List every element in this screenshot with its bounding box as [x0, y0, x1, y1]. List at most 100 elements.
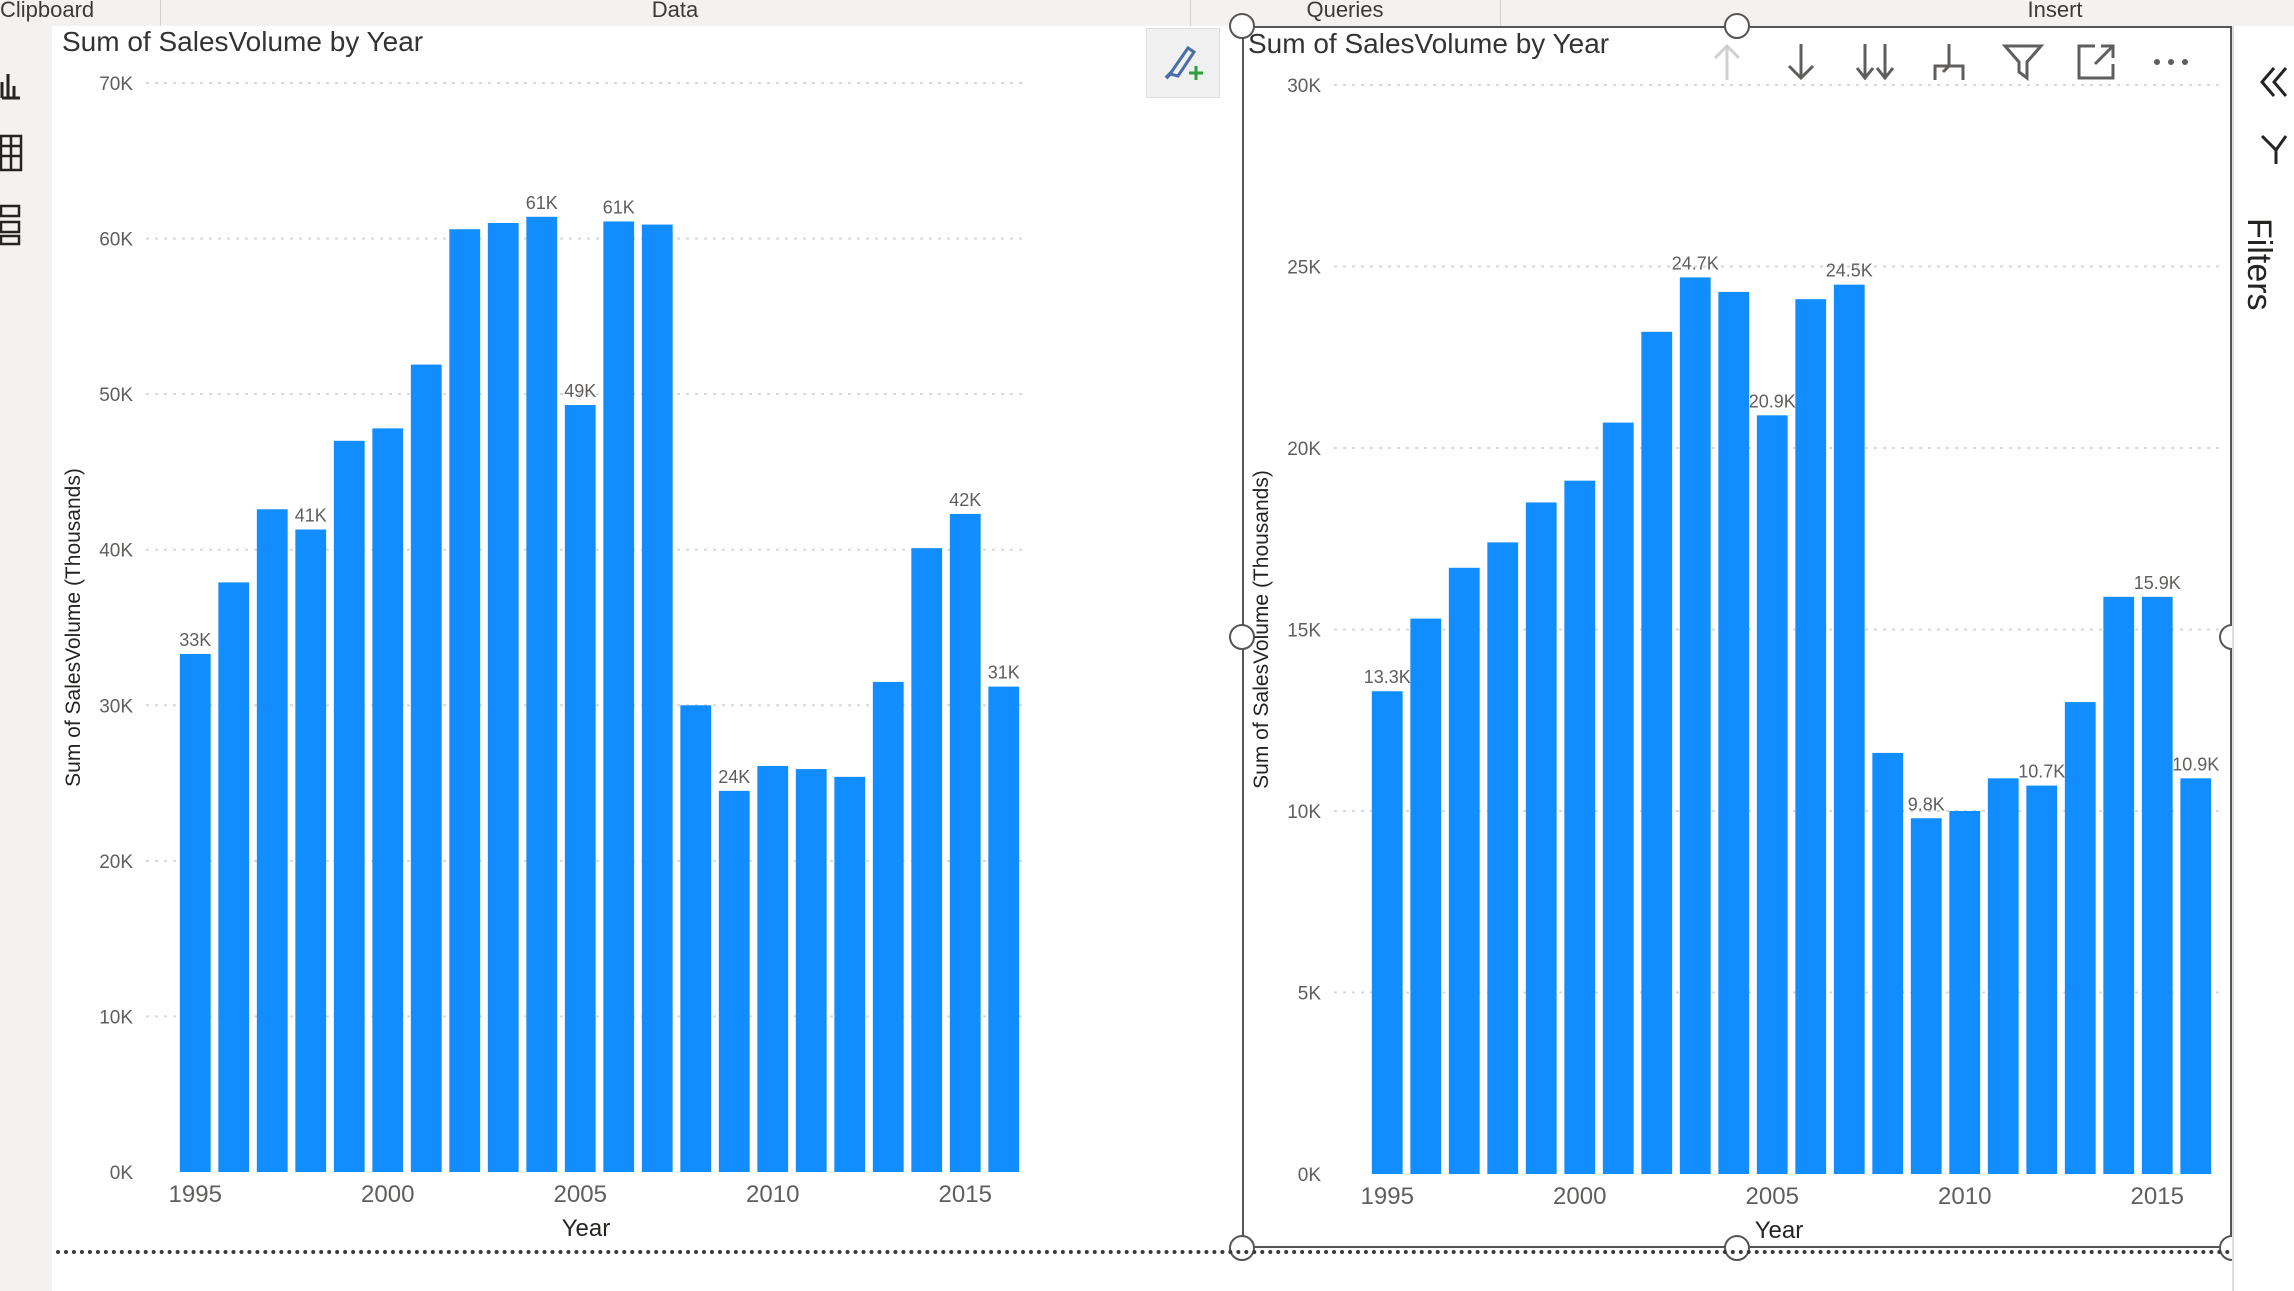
- bar-2008[interactable]: [1872, 752, 1904, 1174]
- resize-handle-bottom-left[interactable]: [1229, 1235, 1255, 1261]
- bar-2015[interactable]: [2141, 596, 2173, 1174]
- bar-1998[interactable]: [1487, 542, 1519, 1174]
- chart-svg: 0K 5K 10K 15K 20K 25K 30K 13.3K 24.7K 20.9K 24.5K 9…: [1250, 76, 2224, 1244]
- x-tick-label: 2010: [746, 1181, 799, 1208]
- bar-2000[interactable]: [372, 428, 404, 1173]
- focus-mode-icon[interactable]: [2060, 32, 2134, 92]
- bar-1996[interactable]: [218, 582, 250, 1172]
- bar-2006[interactable]: [1795, 299, 1827, 1174]
- resize-handle-bottom[interactable]: [1724, 1235, 1750, 1261]
- y-tick-label: 15K: [1287, 621, 1321, 642]
- x-tick-label: 2010: [1938, 1183, 1991, 1210]
- data-label: 10.7K: [2018, 762, 2065, 782]
- bar-1995[interactable]: [1371, 691, 1403, 1174]
- data-label: 61K: [603, 197, 635, 217]
- bar-1998[interactable]: [295, 529, 327, 1172]
- ribbon-group-data: Data: [651, 0, 699, 22]
- resize-handle-left[interactable]: [1229, 624, 1255, 650]
- y-tick-label: 25K: [1287, 258, 1321, 279]
- bar-2014[interactable]: [2103, 596, 2135, 1174]
- bar-1997[interactable]: [256, 509, 288, 1172]
- bar-1997[interactable]: [1448, 567, 1480, 1174]
- data-label: 13.3K: [1364, 667, 1411, 687]
- bar-2010[interactable]: [757, 765, 789, 1172]
- bar-2001[interactable]: [1602, 422, 1634, 1175]
- more-options-icon[interactable]: [2134, 32, 2208, 92]
- bar-2003[interactable]: [487, 223, 519, 1172]
- drill-down-icon[interactable]: [1764, 32, 1838, 92]
- table-view-icon[interactable]: [0, 130, 26, 174]
- filters-pane-label[interactable]: Filters: [2240, 218, 2278, 311]
- ribbon-separator: [1190, 0, 1191, 26]
- y-tick-label: 0K: [110, 1163, 134, 1184]
- data-label: 24.7K: [1672, 253, 1719, 273]
- bar-2003[interactable]: [1679, 277, 1711, 1174]
- bar-2010[interactable]: [1949, 811, 1981, 1174]
- x-tick-label: 1995: [169, 1181, 222, 1208]
- bar-2014[interactable]: [911, 548, 943, 1172]
- data-label: 20.9K: [1749, 391, 1796, 411]
- bar-2013[interactable]: [872, 681, 904, 1172]
- bar-2002[interactable]: [1641, 331, 1673, 1175]
- report-view-icon[interactable]: [0, 62, 26, 106]
- bar-2000[interactable]: [1564, 480, 1596, 1174]
- expand-hierarchy-icon[interactable]: [1912, 32, 1986, 92]
- bar-2012[interactable]: [2026, 785, 2058, 1174]
- data-label: 42K: [949, 490, 981, 510]
- ribbon-separator: [160, 0, 161, 26]
- bar-1999[interactable]: [1525, 502, 1557, 1174]
- bar-2012[interactable]: [834, 776, 866, 1172]
- chart-svg: 0K 10K 20K 30K 40K 50K 60K 70K 33K 41K 61K 49K 61K 24…: [62, 74, 1026, 1242]
- bar-2013[interactable]: [2064, 702, 2096, 1174]
- bar-2016[interactable]: [2180, 778, 2212, 1174]
- bar-1999[interactable]: [333, 440, 365, 1172]
- data-label: 61K: [526, 193, 558, 213]
- bar-2011[interactable]: [795, 769, 827, 1172]
- y-tick-label: 60K: [99, 230, 133, 251]
- format-painter-button[interactable]: [1146, 28, 1220, 98]
- bar-chart-visual-1[interactable]: Sum of SalesVolume by Year 0K 10K 20K 30K 40…: [56, 26, 1236, 1256]
- y-tick-label: 20K: [1287, 439, 1321, 460]
- visual-header-toolbar: [1690, 32, 2208, 92]
- bar-2001[interactable]: [410, 364, 442, 1172]
- bar-2005[interactable]: [1756, 415, 1788, 1175]
- data-label: 31K: [988, 663, 1020, 683]
- chart-title: Sum of SalesVolume by Year: [62, 26, 424, 57]
- expand-all-down-icon[interactable]: [1838, 32, 1912, 92]
- bar-chart-visual-2[interactable]: Sum of SalesVolume by Year 0K 5K 10K 15K 20K…: [1242, 26, 2232, 1248]
- drill-up-icon[interactable]: [1690, 32, 1764, 92]
- bar-1996[interactable]: [1410, 618, 1442, 1174]
- filter-icon[interactable]: [1986, 32, 2060, 92]
- y-tick-label: 30K: [99, 696, 133, 717]
- ribbon-separator: [1500, 0, 1501, 26]
- resize-handle-top[interactable]: [1724, 13, 1750, 39]
- bar-2009[interactable]: [1910, 818, 1942, 1174]
- bar-2007[interactable]: [641, 224, 673, 1172]
- data-label: 15.9K: [2134, 573, 2181, 593]
- model-view-icon[interactable]: [0, 202, 26, 246]
- bar-2005[interactable]: [564, 405, 596, 1173]
- ribbon-group-queries: Queries: [1306, 0, 1384, 22]
- x-tick-label: 2015: [939, 1181, 992, 1208]
- y-tick-label: 10K: [99, 1007, 133, 1028]
- data-label: 33K: [179, 630, 211, 650]
- bar-2011[interactable]: [1987, 778, 2019, 1174]
- bar-2016[interactable]: [988, 686, 1020, 1172]
- data-label: 24.5K: [1826, 261, 1873, 281]
- bar-2006[interactable]: [603, 221, 635, 1173]
- double-chevron-left-icon[interactable]: [2256, 62, 2292, 107]
- bar-2007[interactable]: [1833, 284, 1865, 1174]
- ribbon-group-labels: Clipboard Data Queries Insert: [0, 0, 2294, 27]
- bar-2004[interactable]: [1718, 291, 1750, 1174]
- y-axis-title: Sum of SalesVolume (Thousands): [62, 468, 85, 787]
- resize-handle-top-left[interactable]: [1229, 13, 1255, 39]
- y-tick-label: 0K: [1298, 1165, 1322, 1186]
- bar-2002[interactable]: [449, 229, 481, 1173]
- bar-2009[interactable]: [718, 790, 750, 1172]
- bar-2004[interactable]: [526, 216, 558, 1172]
- bar-1995[interactable]: [179, 653, 211, 1172]
- x-tick-label: 2015: [2131, 1183, 2184, 1210]
- bar-2008[interactable]: [680, 705, 712, 1172]
- bar-2015[interactable]: [949, 513, 981, 1172]
- y-tick-label: 5K: [1298, 984, 1322, 1005]
